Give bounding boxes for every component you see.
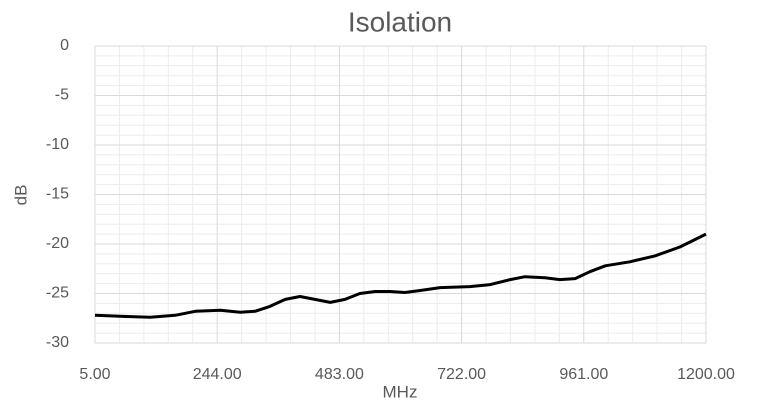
- x-tick-label: 5.00: [79, 366, 110, 383]
- y-tick-label: -10: [46, 136, 69, 153]
- x-tick-label: 244.00: [193, 366, 242, 383]
- y-tick-label: -25: [46, 285, 69, 302]
- y-tick-label: -15: [46, 186, 69, 203]
- chart-title: Isolation: [348, 6, 452, 37]
- y-tick-label: -20: [46, 235, 69, 252]
- line: [94, 232, 707, 319]
- y-tick-label: -5: [55, 87, 69, 104]
- x-tick-label: 961.00: [559, 366, 608, 383]
- x-tick-label: 722.00: [437, 366, 486, 383]
- y-axis-label: dB: [11, 185, 30, 206]
- x-axis-label: MHz: [383, 382, 418, 401]
- x-tick-label: 483.00: [315, 366, 364, 383]
- x-tick-label: 1200.00: [677, 366, 735, 383]
- y-tick-label: 0: [60, 37, 69, 54]
- y-tick-label: -30: [46, 334, 69, 351]
